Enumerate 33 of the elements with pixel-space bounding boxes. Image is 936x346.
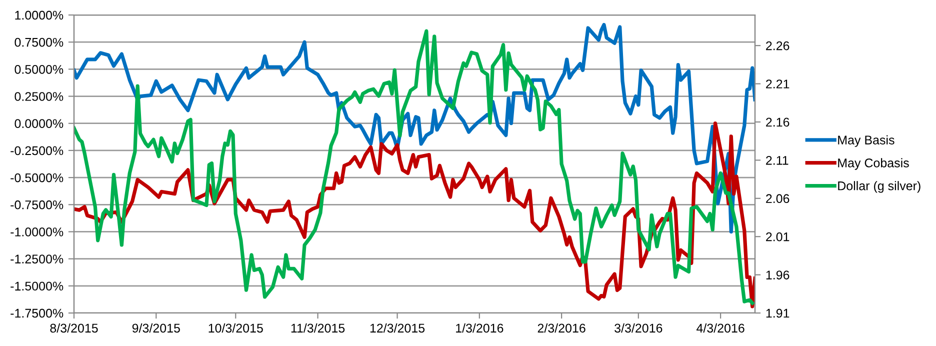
x-tick-label: 12/3/2015 [370,323,425,333]
y-tick-label: -1.2500% [10,254,64,264]
x-tick-label: 1/3/2016 [456,323,504,333]
y-tick-label: -0.2500% [10,146,64,156]
y2-tick-label: 2.11 [766,156,788,165]
x-tick-label: 4/3/2016 [696,323,744,333]
y-tick-label: -0.5000% [10,173,64,182]
y2-tick-label: 2.16 [766,118,790,127]
y-tick-label: 0.2500% [14,92,64,101]
x-tick-label: 8/3/2015 [50,323,98,333]
x-tick-label: 2/3/2016 [538,323,586,333]
y-tick-label: 1.0000% [15,10,64,20]
y2-tick-label: 1.96 [766,270,790,280]
y2-tick-label: 2.21 [766,80,790,88]
y2-tick-label: 2.06 [766,194,790,204]
y-tick-label: 0.0000% [14,119,64,128]
y2-tick-label: 2.01 [766,232,790,242]
y2-tick-label: 2.26 [766,41,790,50]
y-tick-label: 0.7500% [14,38,64,47]
y-tick-label: 0.5000% [14,64,64,74]
legend-label: May Basis [838,135,894,147]
y-tick-label: -1.7500% [10,308,64,318]
y-tick-label: -1.0000% [10,228,64,236]
y2-tick-label: 1.91 [766,308,790,318]
x-tick-label: 3/3/2016 [614,323,662,333]
line-series [74,29,754,305]
y-tick-label: -1.5000% [10,282,64,291]
x-tick-label: 10/3/2015 [208,323,263,333]
x-tick-label: 9/3/2015 [132,323,180,333]
x-tick-label: 11/3/2015 [291,323,345,333]
y-tick-label: -0.7500% [10,200,64,210]
legend-label: May Cobasis [838,158,909,170]
legend-label: Dollar (g silver) [838,181,920,193]
